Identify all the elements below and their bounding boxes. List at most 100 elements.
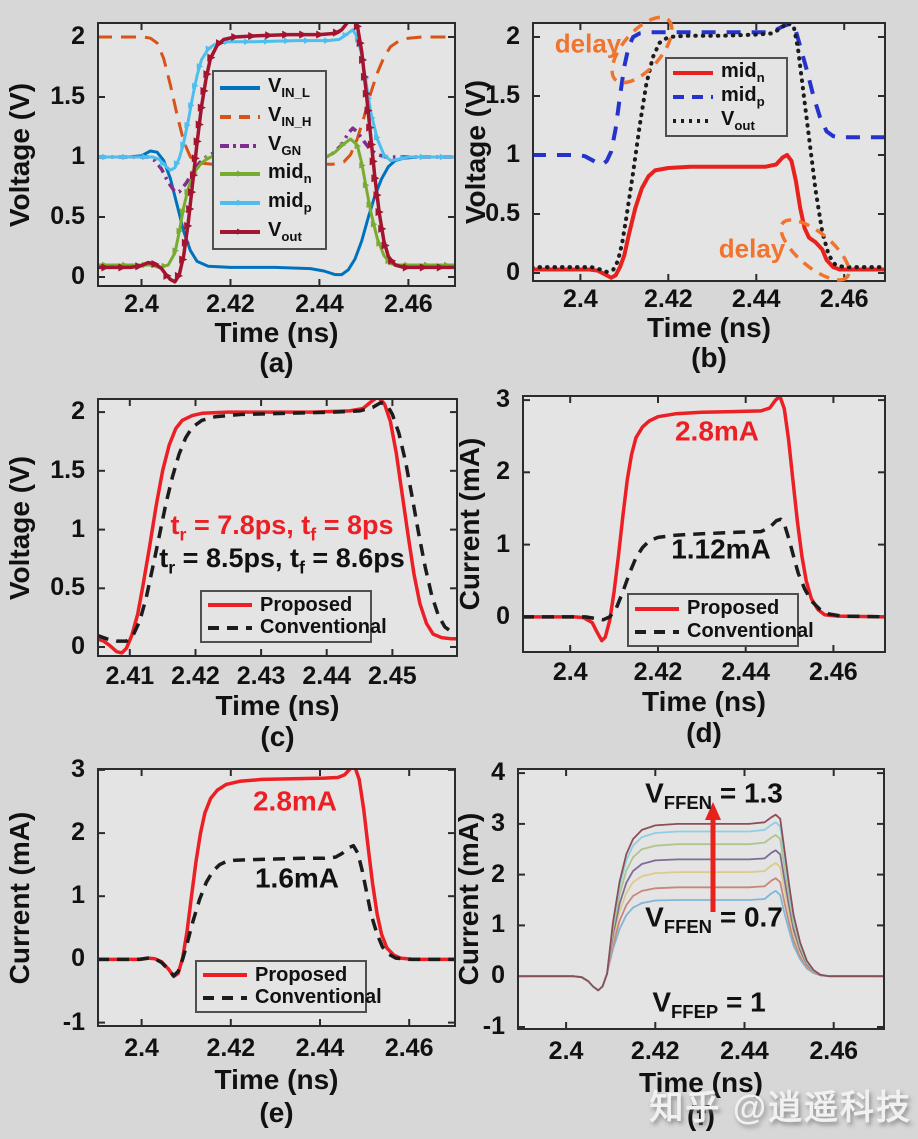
series-marker	[369, 114, 376, 122]
series-marker	[373, 134, 381, 141]
series-marker	[419, 263, 428, 272]
plot-border	[522, 395, 886, 653]
legend-label: Conventional	[687, 621, 814, 642]
y-tick-label: 0	[71, 261, 85, 290]
x-tick-label: 2.46	[384, 1034, 434, 1062]
legend-label: midp	[268, 191, 312, 215]
x-tick-label: 2.42	[206, 290, 255, 318]
series-marker	[382, 152, 389, 159]
text-segment: FFEN	[663, 916, 713, 938]
series-marker	[360, 72, 370, 81]
series-marker	[373, 191, 382, 200]
y-tick-label: 0	[506, 257, 520, 286]
series-marker	[188, 102, 195, 109]
y-tick-label: 2	[506, 21, 520, 50]
plot-border	[97, 768, 456, 1027]
text-segment: = 7.8ps, t	[186, 510, 311, 541]
text-segment: Conventional	[687, 620, 814, 642]
x-tick-label: 2.44	[720, 1037, 769, 1065]
legend-sample: ▸	[220, 168, 260, 179]
series-marker	[359, 55, 368, 65]
series-marker	[215, 39, 225, 48]
subplot-d: Current (mA) 2.4 2.42 2.44 2.46 0 1 2 3 Time (ns)…	[454, 380, 918, 760]
text-segment: p	[756, 94, 765, 110]
annotation: VFFEP = 1	[652, 987, 765, 1023]
y-tick-label: 1	[71, 141, 85, 170]
y-tick-label: 0	[71, 631, 85, 660]
plot-area	[517, 768, 885, 1030]
series-marker	[439, 153, 447, 161]
series-marker	[192, 82, 199, 90]
series-VFFEN_1.3	[517, 813, 885, 992]
y-tick-label: 1.5	[50, 81, 85, 110]
x-tick-label: 2.42	[633, 658, 683, 686]
annotation: 2.8mA	[253, 786, 337, 818]
text-segment: Proposed	[255, 963, 348, 986]
legend-label: Vout	[721, 109, 755, 133]
text-segment: mid	[268, 190, 304, 213]
legend-sample	[208, 603, 252, 608]
text-segment: IN_L	[281, 85, 310, 101]
watermark: 知乎 @逍遥科技	[649, 1089, 912, 1127]
text-segment: V	[268, 132, 282, 155]
annotation: tr = 7.8ps, tf = 8ps	[171, 510, 394, 545]
legend-box: midn midp Vout	[665, 57, 788, 137]
series-marker	[263, 38, 271, 45]
text-segment: 1.12mA	[671, 533, 771, 565]
x-tick-label: 2.44	[731, 285, 781, 313]
text-segment: = 1.3	[712, 777, 783, 809]
text-segment: V	[645, 901, 664, 933]
y-tick-label: 2	[71, 817, 85, 846]
axis-xlabel: Time (ns)	[214, 1064, 339, 1095]
legend-label: midn	[721, 61, 765, 85]
legend-item: ▸ Vout	[220, 219, 319, 244]
subplot-f: Current (mA) 2.4 2.42 2.44 2.46 -1 0 1 2 3 4 Time (…	[453, 758, 918, 1139]
legend-sample	[220, 143, 260, 148]
text-segment: = 8ps	[316, 510, 394, 541]
axis-xlabel: Time (ns)	[215, 690, 340, 721]
series-marker	[339, 141, 347, 149]
series-marker	[196, 63, 204, 70]
annotation: 1.12mA	[671, 533, 771, 566]
x-tick-label: 2.42	[643, 285, 693, 313]
x-tick-label: 2.4	[562, 285, 598, 313]
series-marker	[184, 188, 191, 196]
series-marker	[378, 224, 387, 233]
text-segment: V	[645, 777, 664, 809]
legend-item: Proposed	[208, 594, 364, 616]
series-marker	[161, 262, 169, 270]
legend-box: Proposed Conventional	[200, 590, 387, 643]
y-tick-label: 1	[71, 514, 85, 543]
series-marker	[366, 123, 375, 132]
series-marker	[180, 208, 187, 215]
legend-label: Proposed	[255, 963, 348, 986]
series-V_IN_L	[97, 149, 456, 277]
series-marker	[362, 89, 371, 98]
series-marker	[316, 30, 325, 39]
series-marker	[370, 221, 378, 228]
subplot-caption: (c)	[260, 721, 295, 752]
series-marker	[381, 241, 390, 250]
plot-border	[97, 22, 456, 287]
legend-label: Conventional	[260, 617, 387, 638]
series-V_IN_H	[97, 35, 456, 166]
series-marker	[354, 142, 362, 150]
series-marker	[342, 31, 350, 39]
series-marker	[303, 37, 311, 44]
legend-label: midn	[268, 162, 312, 186]
x-tick-label: 2.44	[302, 662, 352, 690]
series-marker	[200, 86, 209, 95]
series-marker	[142, 153, 149, 161]
y-tick-label: 3	[71, 754, 85, 783]
annotation: VFFEN = 0.7	[645, 901, 783, 938]
legend-sample: ▸	[220, 197, 260, 208]
legend-marker-icon: ▸	[237, 225, 243, 238]
y-tick-label: 2	[71, 397, 85, 426]
series-marker	[243, 38, 251, 46]
series-marker	[193, 137, 202, 146]
subplot-caption: (f)	[687, 1100, 715, 1131]
legend-sample	[635, 629, 679, 634]
legend-box: VIN_L VIN_H VGN ▸ midn ▸ midp ▸ Vout	[212, 70, 327, 250]
text-segment: 2.8mA	[674, 415, 760, 447]
y-tick-label: 0	[496, 601, 510, 630]
